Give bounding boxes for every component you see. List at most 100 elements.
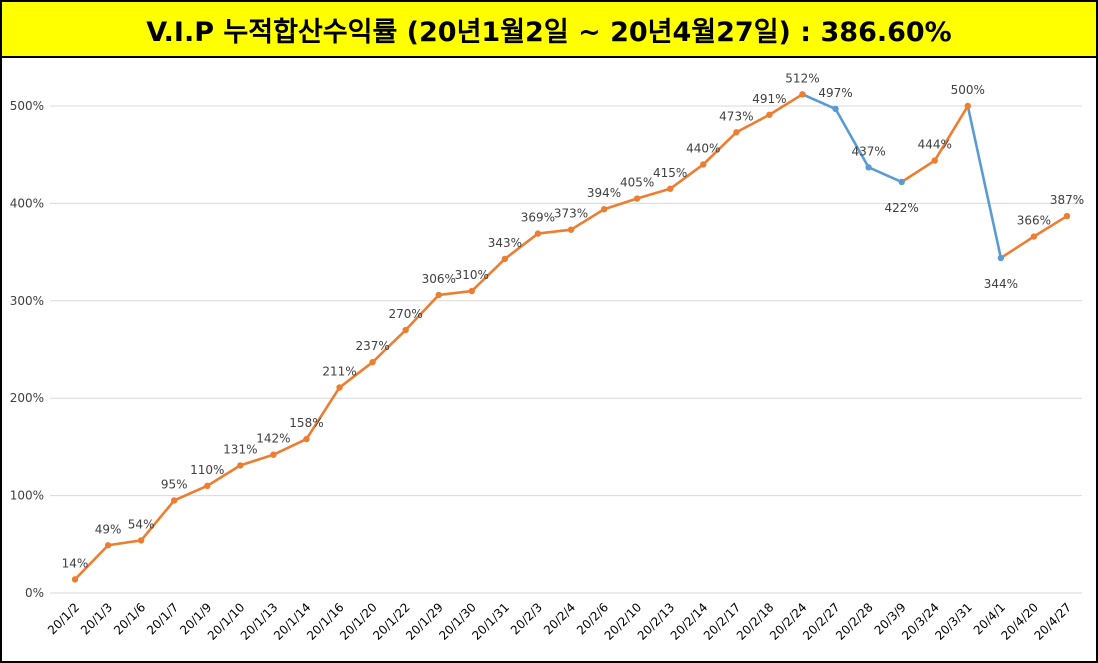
- data-label: 237%: [355, 339, 389, 353]
- data-point: [1030, 233, 1038, 240]
- data-point: [898, 178, 905, 186]
- line-segment: [205, 464, 242, 488]
- line-segment: [73, 543, 110, 581]
- data-labels: 14% 49% 54% 95%110% 131%142% 158% 211% 237% 270%…: [62, 71, 1084, 570]
- series-points: [71, 91, 1071, 583]
- data-point: [997, 254, 1005, 262]
- data-point: [270, 451, 277, 458]
- data-label: 500%: [951, 83, 985, 97]
- x-tick-label: 20/2/28: [833, 600, 876, 643]
- data-point: [667, 185, 674, 192]
- data-point: [799, 91, 806, 98]
- line-segment: [139, 499, 176, 542]
- line-segment: [305, 386, 341, 441]
- data-label: 270%: [389, 307, 423, 321]
- data-point: [766, 111, 773, 118]
- line-segment: [536, 228, 573, 235]
- line-segment: [437, 289, 474, 297]
- data-point: [1063, 212, 1071, 220]
- x-tick-label: 20/2/4: [541, 600, 578, 637]
- data-point: [865, 164, 872, 171]
- y-tick-label: 100%: [10, 489, 44, 503]
- data-label: 440%: [686, 141, 720, 155]
- line-segment: [272, 437, 308, 456]
- data-label: 387%: [1050, 193, 1084, 207]
- data-label: 369%: [521, 211, 555, 225]
- data-label: 422%: [885, 201, 919, 215]
- y-tick-label: 200%: [10, 391, 44, 405]
- data-point: [435, 291, 442, 299]
- data-label: 49%: [95, 522, 122, 536]
- data-point: [171, 497, 178, 504]
- data-point: [567, 226, 575, 233]
- x-tick-label: 20/4/27: [1032, 600, 1075, 643]
- line-segment: [768, 93, 804, 117]
- data-point: [402, 326, 409, 334]
- data-label: 344%: [984, 277, 1018, 291]
- y-tick-label: 0%: [25, 586, 44, 600]
- line-segment: [503, 232, 540, 261]
- data-label: 14%: [62, 556, 89, 570]
- data-point: [71, 576, 79, 583]
- data-label: 142%: [256, 432, 290, 446]
- data-label: 366%: [1017, 214, 1051, 228]
- x-tick-label: 20/1/3: [78, 600, 115, 637]
- line-segment: [1032, 214, 1069, 238]
- line-segment: [569, 207, 606, 231]
- data-point: [237, 462, 244, 469]
- data-point: [204, 482, 211, 490]
- data-label: 158%: [289, 416, 323, 430]
- line-segment: [239, 453, 275, 467]
- data-point: [700, 161, 707, 168]
- line-segment: [735, 113, 771, 134]
- data-label: 405%: [620, 176, 654, 190]
- x-axis-ticks: 20/1/220/1/320/1/620/1/720/1/920/1/1020/…: [45, 600, 1074, 643]
- line-segment: [470, 257, 507, 293]
- line-segment: [801, 93, 837, 111]
- y-axis-ticks: 0% 100% 200% 300% 400% 500%: [10, 99, 44, 600]
- line-segment: [933, 104, 970, 162]
- line-segment: [966, 104, 1003, 260]
- chart-title: V.I.P 누적합산수익률 (20년1월2일 ~ 20년4월27일) : 386…: [2, 2, 1096, 58]
- data-label: 211%: [322, 364, 356, 378]
- line-segment: [900, 159, 937, 184]
- data-label: 110%: [190, 463, 224, 477]
- data-label: 444%: [918, 138, 952, 152]
- x-tick-label: 20/1/6: [111, 600, 148, 637]
- data-label: 497%: [818, 86, 852, 100]
- data-point: [501, 255, 509, 263]
- data-label: 54%: [128, 517, 155, 531]
- gridlines: [50, 105, 1082, 594]
- x-tick-label: 20/1/31: [469, 600, 512, 643]
- line-segment: [338, 360, 374, 389]
- data-label: 512%: [785, 71, 819, 85]
- series-line: [73, 93, 1069, 581]
- y-tick-label: 500%: [10, 99, 44, 113]
- data-point: [600, 206, 608, 213]
- data-point: [534, 230, 542, 237]
- y-tick-label: 400%: [10, 196, 44, 210]
- data-point: [832, 105, 839, 113]
- data-point: [733, 129, 740, 136]
- data-label: 310%: [455, 268, 489, 282]
- data-point: [369, 358, 376, 366]
- line-segment: [172, 484, 209, 502]
- data-point: [336, 384, 343, 391]
- data-label: 95%: [161, 477, 188, 491]
- data-label: 131%: [223, 442, 257, 456]
- data-point: [633, 195, 641, 202]
- data-label: 491%: [752, 92, 786, 106]
- data-label: 473%: [719, 109, 753, 123]
- line-segment: [404, 293, 441, 332]
- data-point: [303, 435, 310, 443]
- line-segment: [867, 166, 903, 184]
- line-segment: [635, 187, 672, 200]
- data-point: [104, 542, 112, 549]
- x-tick-label: 20/3/31: [932, 600, 975, 643]
- line-segment: [371, 328, 407, 364]
- data-point: [137, 537, 145, 544]
- data-point: [931, 157, 938, 164]
- data-label: 373%: [554, 207, 588, 221]
